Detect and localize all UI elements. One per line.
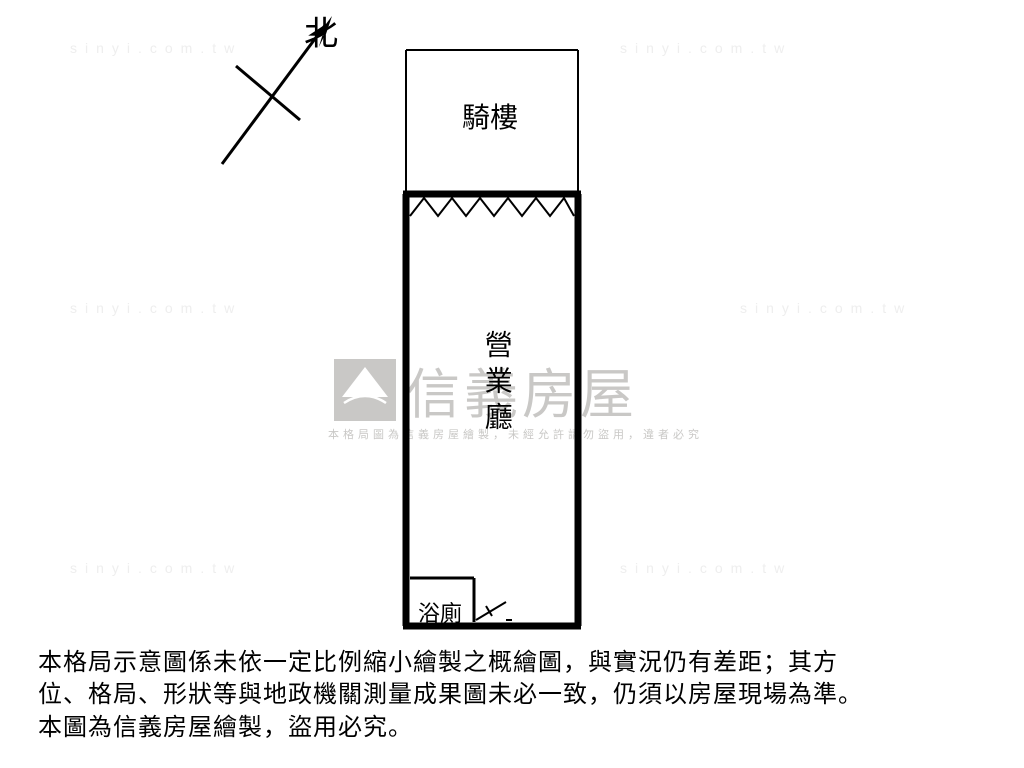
disclaimer-text: 本格局示意圖係未依一定比例縮小繪製之概繪圖，與實況仍有差距；其方 位、格局、形狀…	[38, 647, 986, 744]
disclaimer-line: 本格局示意圖係未依一定比例縮小繪製之概繪圖，與實況仍有差距；其方	[38, 650, 838, 676]
zigzag-line	[410, 198, 574, 216]
door-icon	[476, 602, 512, 620]
disclaimer-line: 位、格局、形狀等與地政機關測量成果圖未必一致，仍須以房屋現場為準。	[38, 682, 863, 708]
arcade-label: 騎樓	[462, 104, 518, 135]
disclaimer-line: 本圖為信義房屋繪製，盜用必究。	[38, 715, 413, 741]
main-hall-label: 營業廳	[480, 330, 511, 438]
bathroom-label: 浴廁	[418, 596, 462, 628]
north-label: 北	[304, 6, 338, 55]
